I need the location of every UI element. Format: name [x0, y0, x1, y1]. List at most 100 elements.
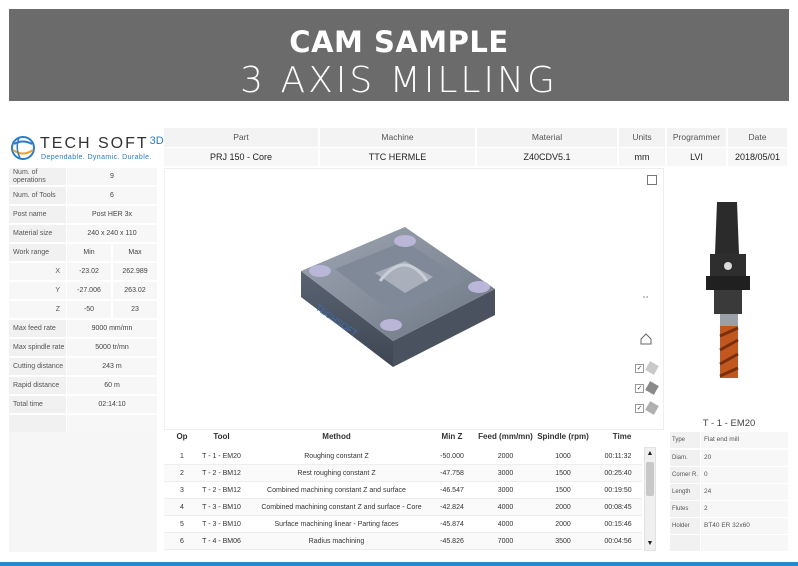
param-label: X — [9, 263, 66, 281]
table-row[interactable]: 3 T - 2 - BM12 Combined machining consta… — [164, 482, 642, 499]
header-units-value: mm — [619, 147, 666, 166]
logo-sup: 3D — [149, 135, 164, 147]
param-label: Total time — [9, 396, 66, 414]
cell-tool: T - 2 - BM12 — [202, 470, 241, 477]
param-value: 60 m — [67, 377, 157, 395]
tool-prop-value: 2 — [701, 501, 788, 517]
table-row[interactable]: 4 T - 3 - BM10 Combined machining consta… — [164, 499, 642, 516]
cell-minz: -46.547 — [440, 487, 464, 494]
param-row-empty — [9, 415, 157, 433]
param-value: 9 — [67, 168, 157, 186]
logo-text: TECH SOFT3D — [40, 135, 164, 153]
model-render[interactable]: TECHSOFT — [165, 169, 665, 431]
param-max: 263.02 — [113, 282, 157, 300]
tool-prop-row-empty — [670, 535, 788, 552]
param-label-empty — [9, 415, 66, 433]
tool-prop-value: 20 — [701, 450, 788, 466]
param-max-header: Max — [113, 244, 157, 262]
header-part-label: Part — [164, 128, 319, 147]
param-row: Y -27.006 263.02 — [9, 282, 157, 300]
cell-method: Combined machining constant Z and surfac… — [261, 504, 422, 511]
header-programmer-value: LVI — [667, 147, 727, 166]
table-scrollbar[interactable]: ▲ ▼ — [644, 447, 656, 551]
cell-op: 3 — [180, 487, 184, 494]
tool-name: T - 1 - EM20 — [702, 418, 756, 429]
tool-prop-label: Holder — [670, 518, 700, 534]
param-value: 240 x 240 x 110 — [67, 225, 157, 243]
param-label: Rapid distance — [9, 377, 66, 395]
axes-icon: x z — [643, 294, 648, 299]
param-row: Max feed rate 9000 mm/mn — [9, 320, 157, 338]
cell-time: 00:15:46 — [604, 521, 632, 528]
cell-time: 00:08:45 — [604, 504, 632, 511]
param-row: Rapid distance 60 m — [9, 377, 157, 395]
cell-minz: -42.824 — [440, 504, 464, 511]
param-row: Material size 240 x 240 x 110 — [9, 225, 157, 243]
toggle-fixture-checkbox[interactable]: ✓ — [635, 404, 644, 413]
cell-spindle: 3500 — [555, 538, 571, 545]
param-row: Num. of Tools 6 — [9, 187, 157, 205]
header-material-label: Material — [477, 128, 618, 147]
tool-prop-row: Diam. 20 — [670, 450, 788, 467]
tool-prop-label: Flutes — [670, 501, 700, 517]
cell-method: Radius machining — [308, 538, 365, 545]
tool-prop-value-empty — [701, 535, 788, 551]
param-row: Post name Post HER 3x — [9, 206, 157, 224]
header-programmer-label: Programmer — [667, 128, 727, 147]
param-label: Max spindle rate — [9, 339, 66, 357]
cell-op: 4 — [180, 504, 184, 511]
table-header: Op Tool Method Min Z Feed (mm/mn) Spindl… — [164, 432, 664, 447]
cell-method: Surface machining linear - Parting faces — [274, 521, 399, 528]
toggle-part-checkbox[interactable]: ✓ — [635, 384, 644, 393]
cell-spindle: 1500 — [555, 487, 571, 494]
table-row[interactable]: 5 T - 3 - BM10 Surface machining linear … — [164, 516, 642, 533]
table-row[interactable]: 2 T - 2 - BM12 Rest roughing constant Z … — [164, 465, 642, 482]
logo-name: TECH SOFT — [40, 135, 149, 152]
cell-time: 00:04:56 — [604, 538, 632, 545]
svg-text:x z: x z — [643, 294, 648, 299]
header-date-label: Date — [728, 128, 788, 147]
cell-minz: -47.758 — [440, 470, 464, 477]
param-min: -50 — [67, 301, 111, 319]
accent-footer-line — [0, 562, 798, 566]
home-icon[interactable] — [639, 332, 653, 346]
col-method: Method — [322, 432, 351, 441]
tool-prop-label: Length — [670, 484, 700, 500]
param-label: Num. of operations — [9, 168, 66, 186]
param-value: 9000 mm/mn — [67, 320, 157, 338]
company-logo: TECH SOFT3D Dependable. Dynamic. Durable… — [10, 133, 164, 165]
header-part-value: PRJ 150 - Core — [164, 147, 319, 166]
header-material-value: Z40CDV5.1 — [477, 147, 618, 166]
cell-feed: 4000 — [497, 504, 514, 511]
expand-icon[interactable] — [647, 175, 657, 185]
scroll-down-icon[interactable]: ▼ — [646, 540, 654, 547]
cell-tool: T - 1 - EM20 — [202, 453, 241, 460]
param-label: Post name — [9, 206, 66, 224]
cell-minz: -50.000 — [440, 453, 464, 460]
cell-op: 5 — [180, 521, 184, 528]
table-row[interactable]: 6 T - 4 - BM06 Radius machining -45.826 … — [164, 533, 642, 550]
cell-tool: T - 3 - BM10 — [202, 521, 241, 528]
col-feed: Feed (mm/mn) — [478, 432, 533, 441]
param-min: -23.02 — [67, 263, 111, 281]
model-viewer[interactable]: TECHSOFT x z ✓ ✓ ✓ — [164, 168, 664, 430]
toggle-stock-checkbox[interactable]: ✓ — [635, 364, 644, 373]
tool-prop-label: Type — [670, 432, 700, 448]
scroll-up-icon[interactable]: ▲ — [646, 450, 654, 457]
param-max: 23 — [113, 301, 157, 319]
param-value: 6 — [67, 187, 157, 205]
tool-prop-value: Flat end mill — [701, 432, 788, 448]
col-time: Time — [612, 432, 632, 441]
operations-table: Op Tool Method Min Z Feed (mm/mn) Spindl… — [164, 432, 664, 552]
cell-spindle: 1500 — [555, 470, 571, 477]
scroll-thumb[interactable] — [646, 462, 654, 496]
tool-prop-value: 0 — [701, 467, 788, 483]
param-min-header: Min — [67, 244, 111, 262]
job-header: Part PRJ 150 - Core Machine TTC HERMLE M… — [164, 128, 788, 166]
cell-feed: 3000 — [497, 470, 514, 477]
cell-op: 1 — [180, 453, 184, 460]
tool-prop-row: Type Flat end mill — [670, 432, 788, 449]
tool-prop-label: Diam. — [670, 450, 700, 466]
param-row: Num. of operations 9 — [9, 168, 157, 186]
table-row[interactable]: 1 T - 1 - EM20 Roughing constant Z -50.0… — [164, 448, 642, 465]
